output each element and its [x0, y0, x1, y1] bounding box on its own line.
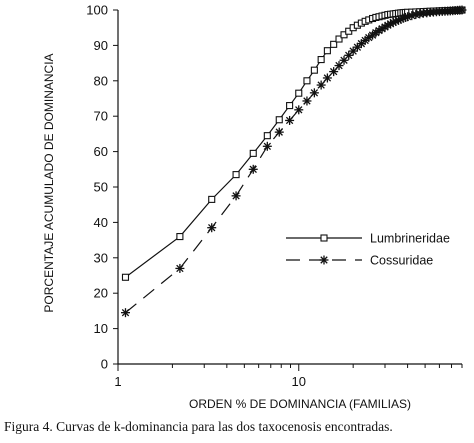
x-tick-label: 1 — [114, 374, 121, 389]
data-point-lumbrineridae — [121, 273, 130, 281]
y-tick-label: 80 — [94, 73, 108, 88]
legend-marker-cossuridae — [319, 255, 329, 265]
data-point-cossuridae — [262, 141, 272, 151]
y-tick-label: 40 — [94, 215, 108, 230]
data-point-cossuridae — [285, 115, 295, 125]
legend-marker-lumbrineridae — [320, 234, 328, 242]
legend-label-cossuridae: Cossuridae — [370, 254, 433, 268]
y-tick-label: 0 — [101, 357, 108, 372]
y-tick-label: 50 — [94, 180, 108, 195]
data-point-cossuridae — [274, 127, 284, 137]
data-point-cossuridae — [207, 223, 217, 233]
y-tick-label: 30 — [94, 250, 108, 265]
data-point-cossuridae — [329, 67, 339, 77]
data-point-lumbrineridae — [295, 89, 303, 97]
data-point-lumbrineridae — [303, 77, 311, 85]
x-tick-label: 10 — [292, 374, 306, 389]
y-tick-label: 10 — [94, 321, 108, 336]
y-tick-label: 90 — [94, 38, 108, 53]
data-point-lumbrineridae — [335, 35, 343, 43]
data-point-cossuridae — [248, 164, 258, 174]
data-point-lumbrineridae — [323, 47, 331, 55]
data-point-cossuridae — [120, 308, 130, 318]
data-point-cossuridae — [309, 88, 319, 98]
data-point-cossuridae — [294, 105, 304, 115]
data-point-cossuridae — [457, 5, 467, 15]
data-point-lumbrineridae — [317, 56, 325, 64]
data-point-lumbrineridae — [176, 233, 184, 241]
data-point-lumbrineridae — [249, 149, 257, 157]
data-point-cossuridae — [316, 80, 326, 90]
data-point-lumbrineridae — [330, 40, 338, 48]
data-point-lumbrineridae — [263, 132, 271, 140]
data-point-cossuridae — [322, 73, 332, 83]
data-point-lumbrineridae — [232, 171, 240, 179]
y-tick-label: 100 — [86, 3, 108, 18]
data-point-cossuridae — [231, 191, 241, 201]
legend-label-lumbrineridae: Lumbrineridae — [370, 232, 450, 246]
x-axis-title: ORDEN % DE DOMINANCIA (FAMILIAS) — [189, 397, 411, 411]
data-point-cossuridae — [175, 263, 185, 273]
data-point-lumbrineridae — [208, 195, 216, 203]
y-tick-label: 20 — [94, 286, 108, 301]
data-point-cossuridae — [302, 96, 312, 106]
data-point-lumbrineridae — [310, 66, 318, 74]
data-point-cossuridae — [364, 33, 374, 43]
data-point-lumbrineridae — [286, 102, 294, 110]
y-tick-label: 70 — [94, 109, 108, 124]
y-tick-label: 60 — [94, 144, 108, 159]
y-axis-title: PORCENTAJE ACUMULADO DE DOMINANCIA — [42, 53, 56, 312]
figure-caption: Figura 4. Curvas de k-dominancia para la… — [4, 419, 393, 434]
data-point-lumbrineridae — [275, 116, 283, 124]
